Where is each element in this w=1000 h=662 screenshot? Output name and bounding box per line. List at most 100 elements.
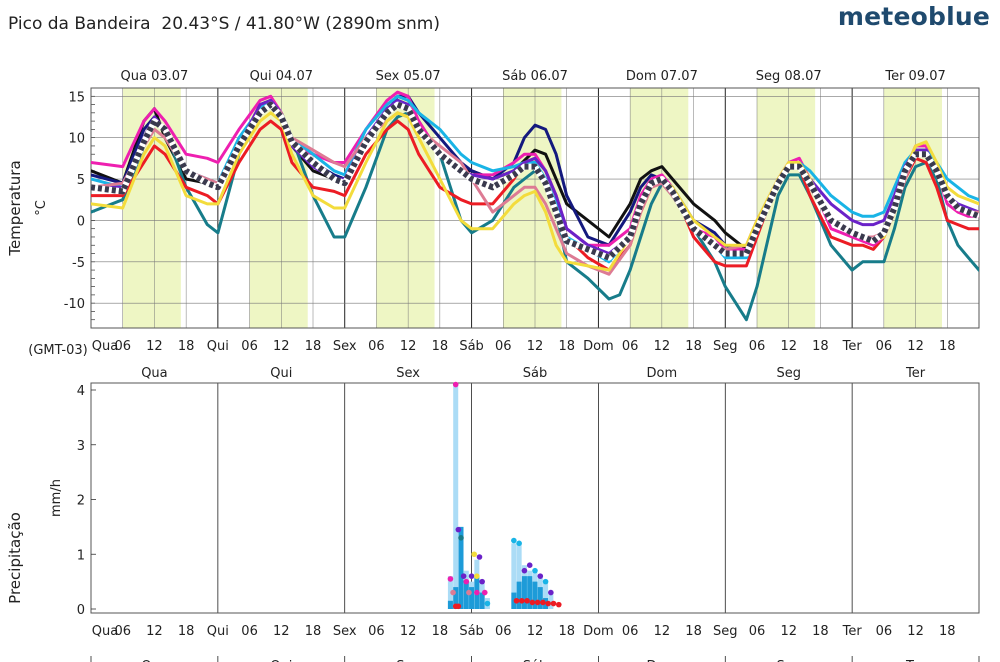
x-tick-label: 12 <box>907 624 924 639</box>
x-tick-label: 18 <box>178 339 195 354</box>
x-tick-label: Ter <box>842 624 863 639</box>
x-tick-label: Dom <box>583 624 614 639</box>
x-tick-label: 18 <box>685 339 702 354</box>
day-label: Qui 04.07 <box>250 69 313 84</box>
precip-bar-mean <box>521 576 527 609</box>
precip-bar-mean <box>458 526 464 609</box>
day-label: Qua 03.07 <box>121 69 189 84</box>
precip-bar-range <box>516 543 522 609</box>
precip-model-dot <box>521 567 528 574</box>
y-axis-unit: °C <box>34 200 49 216</box>
precip-bar-mean <box>537 587 543 609</box>
precip-bar-mean <box>469 587 475 609</box>
x-tick-label: 18 <box>558 624 575 639</box>
x-tick-label: 18 <box>178 624 195 639</box>
precip-bar-range <box>548 592 554 609</box>
precip-model-dot <box>513 597 520 604</box>
y-axis-unit: mm/h <box>49 479 64 517</box>
day-label-partial: Qui <box>270 659 292 662</box>
x-tick-label: Ter <box>842 339 863 354</box>
day-label: Qua <box>141 366 167 381</box>
x-tick-label: Sex <box>333 339 357 354</box>
x-tick-label: 18 <box>432 624 449 639</box>
x-tick-label: 18 <box>305 339 322 354</box>
x-tick-label: 06 <box>749 339 766 354</box>
precip-model-dot <box>540 599 546 606</box>
x-tick-label: 06 <box>749 624 766 639</box>
y-tick-label: -5 <box>72 256 85 271</box>
day-label: Seg <box>776 366 801 381</box>
y-tick-label: 0 <box>77 603 85 618</box>
x-tick-label: 18 <box>305 624 322 639</box>
precip-model-dot <box>484 600 491 607</box>
next-panel-partial: Qua Qui Sex Sáb Dom Seg Ter <box>90 656 980 662</box>
x-tick-label: 18 <box>432 339 449 354</box>
precip-model-dot <box>550 600 557 607</box>
temperature-series <box>91 90 979 322</box>
x-tick-label: 18 <box>939 339 956 354</box>
precip-bar-range <box>543 581 549 609</box>
x-tick-label: 06 <box>114 624 131 639</box>
x-tick-label: Qui <box>207 339 229 354</box>
x-tick-label: 12 <box>400 624 417 639</box>
x-tick-label: 12 <box>400 339 417 354</box>
precip-model-dot <box>542 578 549 585</box>
y-tick-label: 4 <box>77 384 85 399</box>
precip-bar-mean <box>532 581 538 609</box>
location-coords: 20.43°S / 41.80°W (2890m snm) <box>161 14 440 34</box>
y-tick-label: 3 <box>77 439 85 454</box>
y-axis-title: Temperatura <box>6 160 24 256</box>
day-label: Sáb 06.07 <box>502 69 568 84</box>
day-label-partial: Qua <box>141 659 167 662</box>
day-label: Ter 09.07 <box>884 69 945 84</box>
y-tick-label: 5 <box>77 173 85 188</box>
precip-bar-mean <box>453 587 459 609</box>
x-tick-label: Seg <box>713 339 738 354</box>
precip-model-dot <box>548 589 554 596</box>
precip-model-dot <box>455 603 462 610</box>
x-tick-label: 12 <box>527 339 544 354</box>
y-tick-label: 1 <box>77 548 85 563</box>
x-tick-label: Dom <box>583 339 614 354</box>
y-tick-label: 15 <box>68 90 85 105</box>
precip-model-dot <box>450 589 456 596</box>
precip-model-dot <box>511 537 517 544</box>
y-tick-label: 10 <box>68 132 85 147</box>
day-label: Sex 05.07 <box>376 69 441 84</box>
x-tick-label: Sáb <box>459 624 483 639</box>
x-tick-label: 06 <box>876 624 893 639</box>
x-tick-label: 18 <box>812 624 829 639</box>
x-tick-label: 06 <box>622 624 639 639</box>
x-tick-label: 06 <box>876 339 893 354</box>
x-tick-label: 18 <box>812 339 829 354</box>
precip-model-dot <box>526 562 533 568</box>
x-tick-label: 18 <box>939 624 956 639</box>
x-tick-label: 06 <box>495 624 512 639</box>
precip-bar-mean <box>479 592 485 609</box>
precip-model-dot <box>447 576 454 582</box>
precip-model-dot <box>516 540 522 547</box>
x-tick-label: 06 <box>241 339 258 354</box>
x-tick-label: 06 <box>368 624 385 639</box>
x-tick-label: 12 <box>146 624 163 639</box>
precip-bar-mean <box>463 581 469 609</box>
precip-model-dot <box>555 601 562 608</box>
x-tick-label: 06 <box>495 339 512 354</box>
day-label: Sex <box>396 366 420 381</box>
precip-bar-range <box>511 543 517 609</box>
plot-frame <box>90 87 980 329</box>
precip-model-dot <box>534 599 541 606</box>
precip-model-dot <box>532 567 538 574</box>
x-tick-label: 06 <box>622 339 639 354</box>
day-label-partial: Seg <box>776 659 801 662</box>
precip-model-dot <box>476 554 483 560</box>
x-tick-label: Qui <box>207 624 229 639</box>
precip-model-dot <box>463 578 470 585</box>
precip-model-dot <box>518 597 525 604</box>
precip-model-dot <box>452 381 459 388</box>
x-tick-label: 12 <box>780 624 797 639</box>
y-axis-title: Precipitação <box>6 512 24 604</box>
day-label: Sáb <box>523 366 547 381</box>
x-tick-label: Seg <box>713 624 738 639</box>
